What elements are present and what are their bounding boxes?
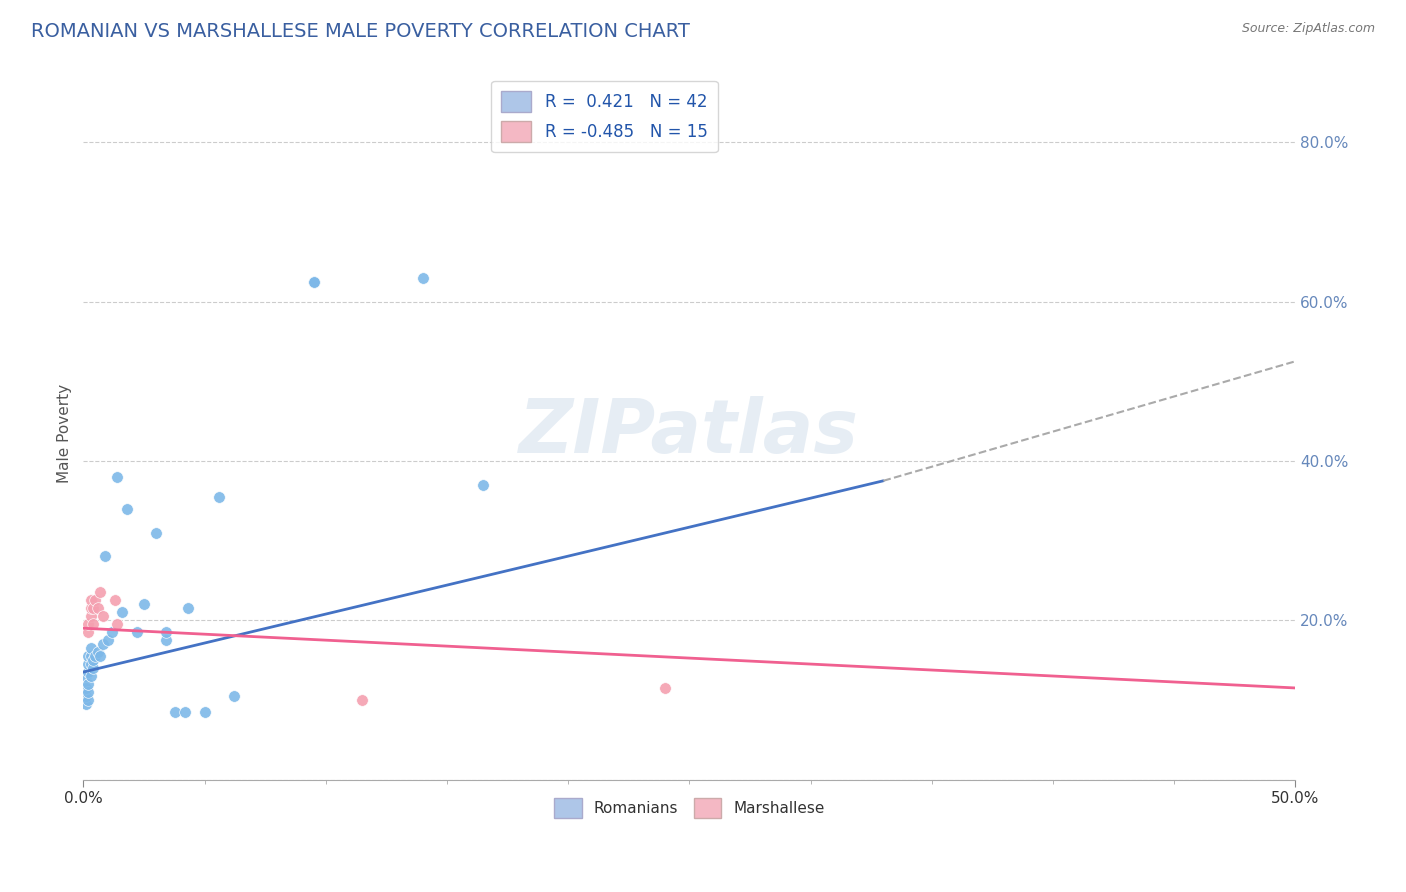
Point [222,689,245,703]
Point [77,685,100,699]
Point [132,597,155,611]
Point [77,625,100,640]
Point [82,617,104,632]
Point [472,477,495,491]
Point [412,270,434,285]
Point [155,633,177,648]
Point [145,525,167,540]
Point [89,649,111,664]
Point [79,649,101,664]
Point [155,625,177,640]
Point [176,601,198,615]
Point [208,490,231,504]
Point [302,275,325,289]
Point [82,661,104,675]
Point [79,601,101,615]
Point [94,549,117,564]
Point [193,705,215,719]
Point [302,275,325,289]
Point [84,649,107,664]
Point [104,593,127,607]
Point [77,677,100,691]
Point [89,585,111,599]
Point [84,593,107,607]
Point [77,657,100,671]
Point [79,669,101,683]
Point [77,617,100,632]
Point [79,609,101,624]
Point [96,633,118,648]
Point [87,601,110,615]
Point [75,681,97,695]
Point [75,697,97,711]
Point [91,637,114,651]
Point [75,689,97,703]
Point [654,681,676,695]
Point [77,665,100,679]
Text: ZIPatlas: ZIPatlas [519,396,859,469]
Text: Source: ZipAtlas.com: Source: ZipAtlas.com [1241,22,1375,36]
Point [352,693,374,707]
Point [79,593,101,607]
Y-axis label: Male Poverty: Male Poverty [58,384,72,483]
Point [77,649,100,664]
Point [75,669,97,683]
Point [111,605,134,619]
Point [87,645,110,659]
Point [82,601,104,615]
Point [115,501,138,516]
Point [79,657,101,671]
Point [79,641,101,656]
Text: ROMANIAN VS MARSHALLESE MALE POVERTY CORRELATION CHART: ROMANIAN VS MARSHALLESE MALE POVERTY COR… [31,22,690,41]
Point [77,693,100,707]
Point [174,705,197,719]
Point [101,625,124,640]
Legend: Romanians, Marshallese: Romanians, Marshallese [548,792,831,824]
Point [125,625,148,640]
Point [165,705,187,719]
Point [91,609,114,624]
Point [105,470,128,484]
Point [105,617,128,632]
Point [82,653,104,667]
